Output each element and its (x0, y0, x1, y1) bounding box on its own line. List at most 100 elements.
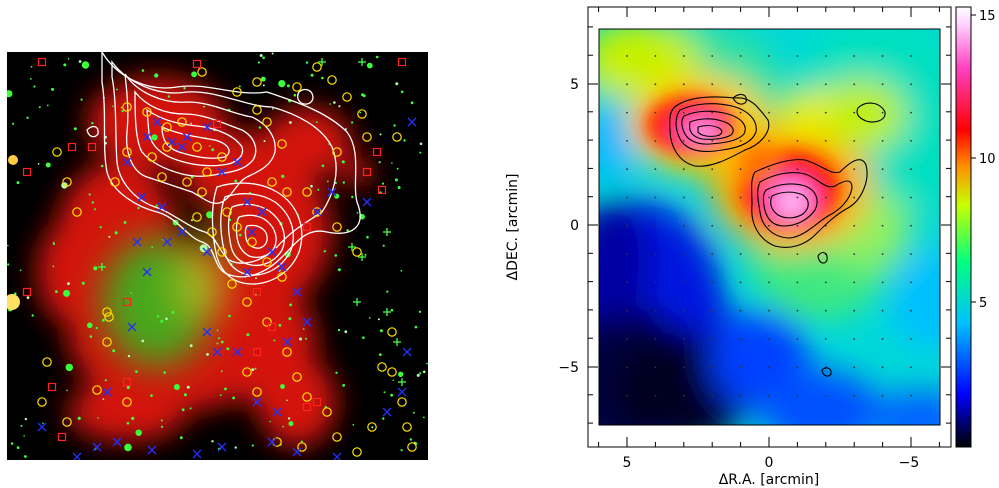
red-square-marker (192, 59, 202, 69)
grid-dot (654, 196, 657, 199)
star (366, 62, 373, 69)
grid-dot (626, 140, 628, 142)
cross-stroke (252, 397, 262, 407)
x-tick-label: 0 (765, 455, 774, 471)
grid-dot (626, 224, 628, 227)
blue-cross-marker (332, 452, 342, 460)
star (7, 90, 13, 98)
grid-dot (910, 196, 912, 199)
blue-cross-marker (177, 142, 187, 152)
cross-stroke (232, 157, 242, 167)
star (229, 218, 232, 222)
cross-stroke (402, 347, 412, 357)
grid-dot (711, 281, 714, 284)
grid-dot (881, 55, 884, 57)
star (219, 394, 222, 397)
grid-dot (853, 366, 856, 369)
star (414, 325, 418, 329)
grid-dot (881, 394, 884, 397)
yellow-circle-marker (242, 367, 252, 377)
cross-stroke (267, 247, 277, 257)
yellow-circle-marker (277, 139, 287, 149)
star (224, 387, 227, 391)
yellow-circle-marker (332, 222, 342, 232)
yellow-circle-marker (297, 442, 307, 452)
grid-dot (711, 338, 714, 340)
star (251, 368, 255, 371)
star (19, 269, 22, 271)
star (234, 179, 238, 183)
grid-dot (739, 83, 742, 86)
grid-dot (739, 196, 742, 199)
star (395, 82, 399, 86)
star (390, 308, 394, 312)
star (381, 182, 385, 185)
red-square-marker (302, 222, 312, 232)
source-markers (22, 57, 417, 460)
yellow-circle-marker (52, 147, 62, 157)
yellow-circle-marker (282, 347, 292, 357)
star (24, 455, 27, 458)
yellow-circle-marker (352, 247, 362, 257)
cross-stroke (333, 452, 342, 460)
star (232, 396, 236, 400)
star (286, 399, 288, 402)
yellow-circle-marker (342, 92, 352, 102)
cross-stroke (102, 387, 112, 397)
star (251, 444, 254, 447)
star (378, 161, 381, 164)
yellow-circle-marker (377, 362, 387, 372)
grid-dot (910, 394, 912, 397)
y-tick-label: −5 (558, 360, 579, 376)
star (258, 126, 261, 129)
blue-cross-marker (212, 347, 222, 357)
star (359, 111, 362, 114)
grid-dot (654, 338, 657, 340)
star (419, 372, 422, 375)
blue-cross-marker (102, 387, 112, 397)
star (211, 440, 214, 443)
cross-stroke (257, 207, 267, 217)
star (391, 162, 393, 164)
blue-cross-marker (407, 117, 417, 127)
yellow-circle-marker (322, 407, 332, 417)
star (89, 335, 93, 338)
grid-dot (682, 224, 685, 227)
star (262, 84, 265, 87)
star (342, 384, 346, 387)
star (141, 339, 145, 343)
grid-dot (853, 83, 856, 86)
star (288, 317, 292, 321)
blue-cross-marker (182, 132, 192, 142)
blue-cross-marker (362, 197, 372, 207)
star (257, 61, 260, 64)
star (329, 103, 332, 105)
colorbar (955, 6, 972, 448)
green-plus-marker (353, 298, 361, 306)
yellow-circle-marker (102, 337, 112, 347)
blue-cross-marker (112, 437, 122, 447)
yellow-circle-marker (222, 207, 232, 217)
star (101, 318, 105, 322)
cross-stroke (202, 247, 212, 257)
yellow-circle-marker (72, 207, 82, 217)
star (208, 145, 211, 147)
grid-dot (711, 83, 714, 86)
yellow-circle-marker (147, 152, 157, 162)
cross-stroke (247, 227, 257, 237)
star (362, 336, 365, 340)
star (156, 315, 160, 318)
grid-dot (796, 55, 799, 57)
blue-cross-marker (142, 132, 152, 142)
star (234, 446, 237, 449)
yellow-circle-marker (122, 147, 132, 157)
grid-dot (910, 83, 912, 86)
grid-dot (626, 366, 628, 369)
star (377, 318, 380, 321)
green-plus-marker (348, 243, 356, 251)
cross-stroke (177, 142, 187, 152)
star (211, 148, 215, 152)
x-tick-label: 5 (623, 455, 632, 471)
cross-stroke (282, 337, 292, 347)
yellow-circle-marker (197, 187, 207, 197)
